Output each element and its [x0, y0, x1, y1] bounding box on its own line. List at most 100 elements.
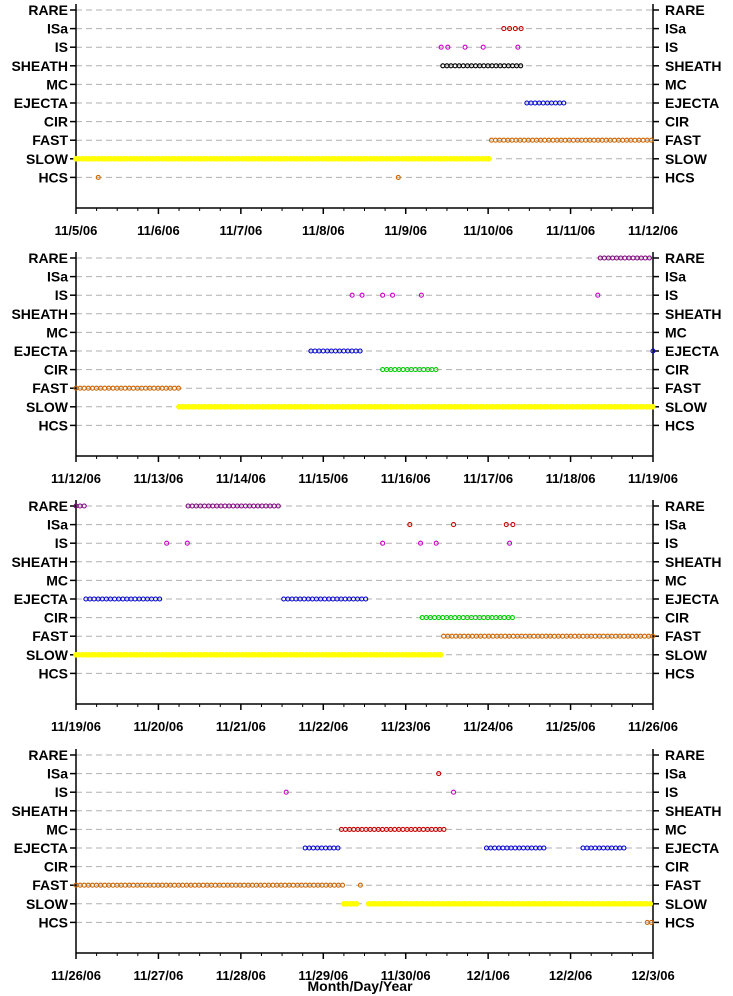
x-axis-title: Month/Day/Year: [307, 978, 413, 994]
y-label-left-isa: ISa: [47, 766, 68, 782]
panel-4: RARE RARE ISa ISa IS IS SHEATH SHEATH MC MC EJECTA…: [11, 747, 721, 983]
data-point: [283, 789, 289, 795]
data-point: [518, 63, 524, 69]
data-point: [380, 292, 386, 298]
y-label-right-is: IS: [665, 287, 678, 303]
x-tick-label: 11/11/06: [546, 223, 595, 238]
y-label-right-slow: SLOW: [665, 399, 708, 415]
series-slow: [73, 155, 492, 162]
data-point: [510, 522, 516, 528]
y-label-left-mc: MC: [46, 572, 68, 588]
data-point: [641, 633, 648, 639]
data-point: [151, 882, 157, 888]
series-is: [438, 44, 521, 50]
y-label-right-mc: MC: [665, 821, 687, 837]
y-label-left-hcs: HCS: [38, 914, 68, 930]
y-label-left-fast: FAST: [32, 628, 68, 644]
x-tick-label: 11/5/06: [55, 223, 98, 238]
series-slow: [73, 651, 444, 658]
data-point: [421, 367, 427, 373]
x-tick-label: 11/18/06: [546, 471, 596, 486]
y-label-left-rare: RARE: [28, 498, 68, 514]
data-point: [507, 540, 513, 546]
series-isa: [501, 26, 524, 32]
y-label-left-isa: ISa: [47, 269, 68, 285]
data-point: [335, 845, 341, 851]
x-tick-label: 11/19/06: [51, 719, 101, 734]
x-tick-label: 11/19/06: [628, 471, 678, 486]
data-point: [648, 919, 654, 925]
data-point: [648, 137, 654, 143]
data-point: [462, 44, 468, 50]
data-point: [171, 385, 177, 391]
y-label-right-sheath: SHEATH: [665, 306, 722, 322]
data-point: [407, 522, 413, 528]
series-is: [349, 292, 601, 298]
y-label-right-fast: FAST: [665, 380, 701, 396]
y-label-left-fast: FAST: [32, 877, 68, 893]
y-label-right-hcs: HCS: [665, 417, 695, 433]
x-tick-label: 11/29/06: [298, 968, 348, 983]
x-tick-label: 11/27/06: [133, 968, 183, 983]
data-point: [395, 174, 401, 180]
series-is: [164, 540, 513, 546]
data-point: [353, 900, 360, 907]
series-fast: [73, 385, 182, 391]
y-label-right-sheath: SHEATH: [665, 803, 722, 819]
data-point: [81, 882, 87, 888]
series-ejecta: [83, 596, 369, 602]
series-rare: [73, 503, 281, 509]
data-point: [339, 882, 346, 888]
y-label-left-cir: CIR: [44, 362, 68, 378]
y-label-right-is: IS: [665, 39, 678, 55]
data-point: [151, 385, 157, 391]
data-point: [480, 44, 486, 50]
y-label-left-mc: MC: [46, 821, 68, 837]
series-isa: [407, 522, 516, 528]
x-tick-label: 11/16/06: [381, 471, 431, 486]
y-label-right-fast: FAST: [665, 132, 701, 148]
data-point: [389, 292, 396, 298]
x-tick-label: 11/30/06: [381, 968, 431, 983]
y-label-left-sheath: SHEATH: [11, 58, 68, 74]
data-point: [501, 26, 507, 32]
x-tick-label: 11/6/06: [137, 223, 180, 238]
data-point: [521, 137, 527, 143]
y-label-right-hcs: HCS: [665, 914, 695, 930]
data-point: [241, 882, 247, 888]
series-ejecta: [302, 845, 627, 851]
x-tick-label: 11/9/06: [384, 223, 427, 238]
series-sheath: [440, 63, 524, 69]
data-point: [184, 540, 190, 546]
y-label-left-rare: RARE: [28, 747, 68, 763]
series-hcs: [95, 174, 401, 180]
x-tick-label: 11/23/06: [381, 719, 431, 734]
y-label-left-fast: FAST: [32, 132, 68, 148]
data-point: [349, 292, 355, 298]
data-point: [515, 44, 521, 50]
x-tick-label: 11/8/06: [302, 223, 345, 238]
y-label-right-slow: SLOW: [665, 647, 708, 663]
data-point: [531, 633, 537, 639]
data-point: [561, 100, 567, 106]
y-label-right-cir: CIR: [665, 362, 689, 378]
series-hcs: [644, 919, 654, 925]
panel-1: RARE RARE ISa ISa IS IS SHEATH SHEATH MC MC EJECTA…: [11, 2, 721, 238]
x-tick-label: 11/22/06: [298, 719, 348, 734]
data-point: [650, 633, 656, 639]
y-label-left-slow: SLOW: [26, 399, 69, 415]
panel-3: RARE RARE ISa ISa IS IS SHEATH SHEATH MC MC EJECTA…: [11, 498, 721, 734]
data-point: [649, 403, 656, 410]
series-fast: [488, 137, 654, 143]
series-rare: [597, 255, 652, 261]
data-point: [351, 826, 357, 832]
x-tick-label: 11/10/06: [463, 223, 513, 238]
data-point: [171, 882, 177, 888]
data-point: [650, 348, 656, 354]
data-point: [81, 385, 87, 391]
data-point: [331, 845, 337, 851]
y-label-left-mc: MC: [46, 76, 68, 92]
data-point: [485, 155, 492, 162]
y-label-left-ejecta: EJECTA: [14, 95, 68, 111]
